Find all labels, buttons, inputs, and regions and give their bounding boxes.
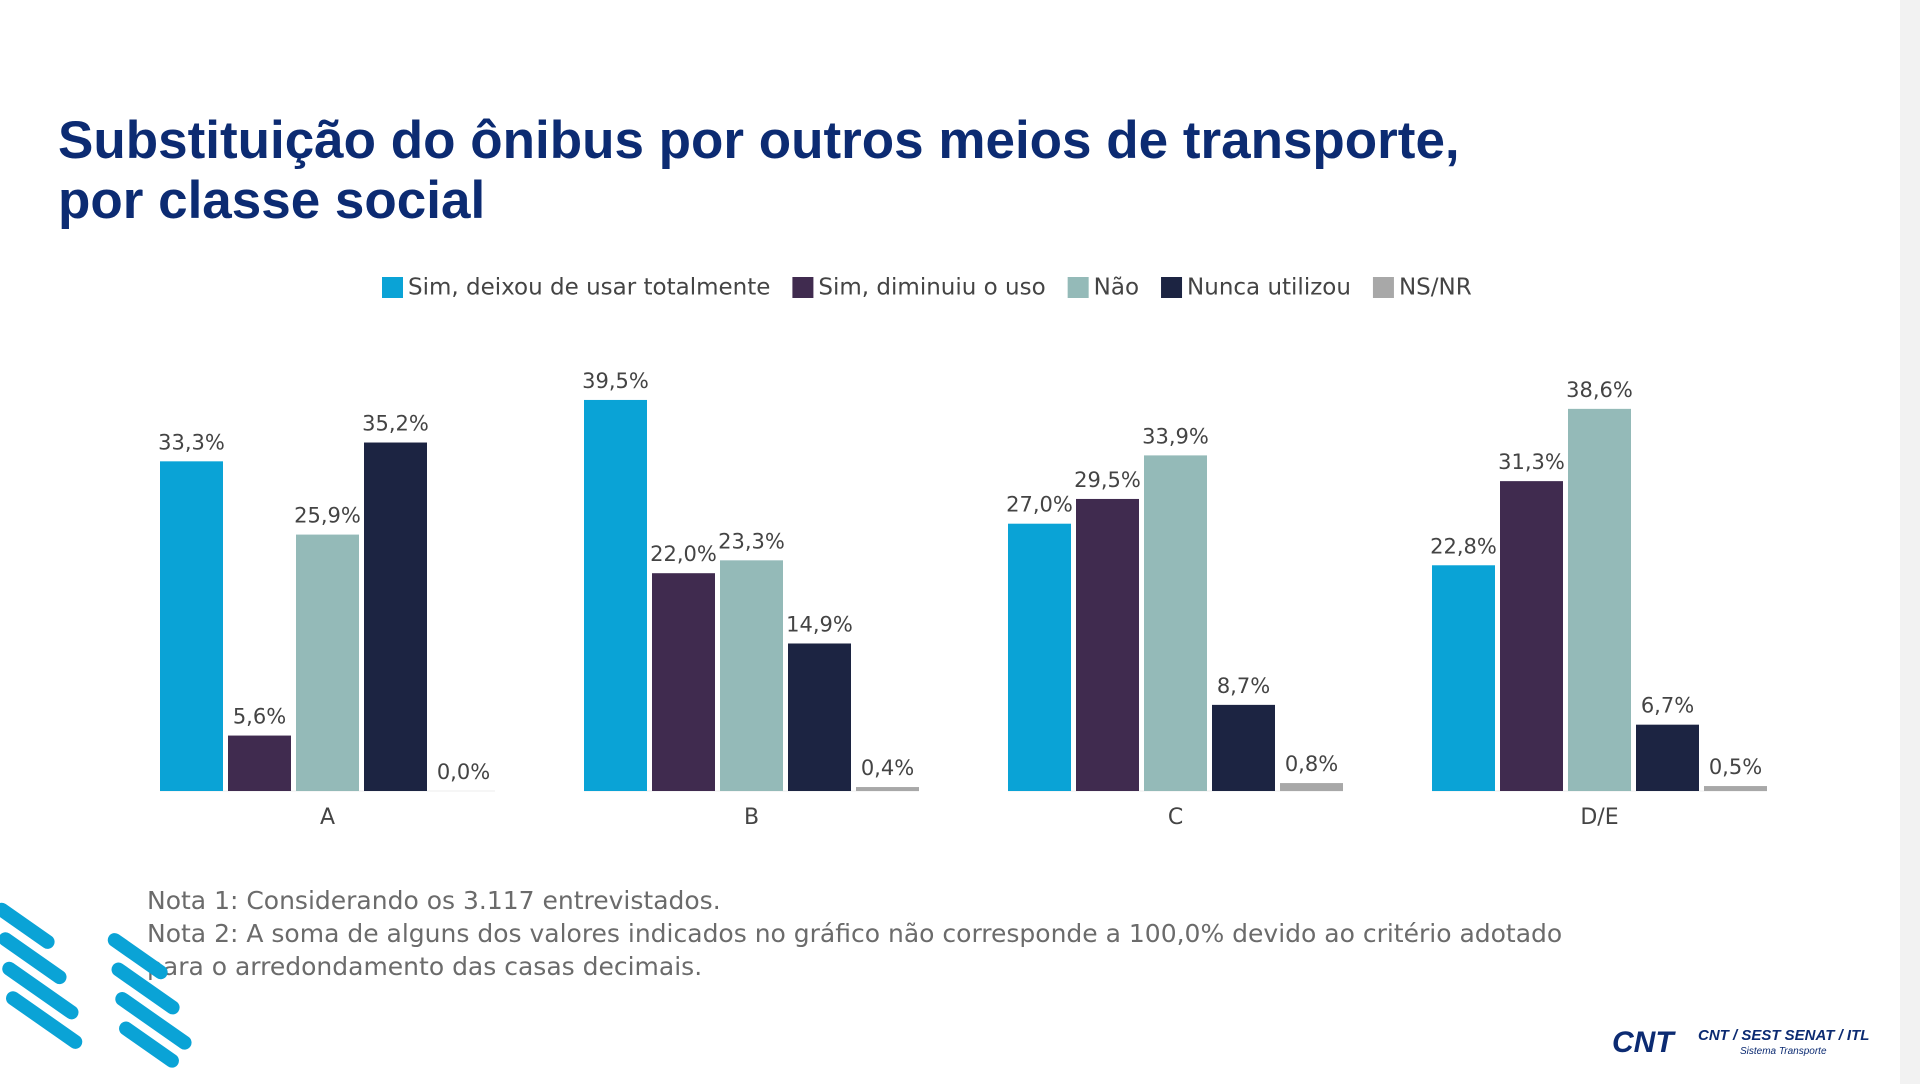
bar bbox=[296, 534, 359, 791]
value-label: 31,3% bbox=[1498, 450, 1565, 474]
edge bbox=[1900, 0, 1920, 1084]
note: Nota 2: A soma de alguns dos valores ind… bbox=[147, 919, 1562, 948]
value-label: 6,7% bbox=[1641, 694, 1694, 718]
legend-label: NS/NR bbox=[1399, 275, 1472, 301]
legend-swatch bbox=[1372, 277, 1394, 298]
decor bbox=[0, 902, 192, 1068]
value-label: 35,2% bbox=[362, 412, 429, 436]
value-label: 29,5% bbox=[1074, 468, 1141, 492]
value-label: 33,3% bbox=[158, 430, 225, 454]
legend-swatch bbox=[792, 277, 814, 298]
legend-label: Sim, deixou de usar totalmente bbox=[408, 275, 770, 301]
value-label: 0,4% bbox=[861, 756, 914, 780]
note: para o arredondamento das casas decimais… bbox=[147, 952, 702, 981]
bar bbox=[652, 573, 715, 791]
bar bbox=[1636, 724, 1699, 791]
bar bbox=[364, 442, 427, 791]
title-line: Substituição do ônibus por outros meios … bbox=[58, 111, 1460, 170]
x-tick-label: D/E bbox=[1580, 805, 1618, 830]
legend-label: Nunca utilizou bbox=[1187, 275, 1351, 301]
bar bbox=[1432, 565, 1495, 791]
value-label: 23,3% bbox=[718, 529, 785, 553]
legend-swatch bbox=[1161, 277, 1183, 298]
bar bbox=[856, 787, 919, 791]
legend-label: Sim, diminuiu o uso bbox=[818, 275, 1045, 301]
logo-tagline: Sistema Transporte bbox=[1740, 1046, 1827, 1057]
x-tick-label: B bbox=[744, 805, 759, 830]
bar bbox=[720, 560, 783, 791]
bar bbox=[1568, 408, 1631, 791]
bar bbox=[788, 643, 851, 791]
value-label: 22,0% bbox=[650, 542, 717, 566]
value-label: 33,9% bbox=[1142, 424, 1209, 448]
bar bbox=[1212, 704, 1275, 791]
value-label: 25,9% bbox=[294, 504, 361, 528]
bar bbox=[1008, 523, 1071, 791]
legend-swatch bbox=[382, 277, 403, 298]
bar bbox=[1280, 783, 1343, 791]
value-label: 5,6% bbox=[233, 705, 286, 729]
bar bbox=[1704, 786, 1767, 791]
bar bbox=[1500, 481, 1563, 791]
value-label: 27,0% bbox=[1006, 493, 1073, 517]
bar bbox=[1076, 498, 1139, 791]
value-label: 39,5% bbox=[582, 369, 649, 393]
note: Nota 1: Considerando os 3.117 entrevista… bbox=[147, 886, 721, 915]
x-tick-label: C bbox=[1168, 805, 1183, 830]
bar bbox=[228, 735, 291, 791]
logo-main: CNT bbox=[1612, 1026, 1676, 1059]
value-label: 0,0% bbox=[437, 760, 490, 784]
value-label: 22,8% bbox=[1430, 534, 1497, 558]
value-label: 8,7% bbox=[1217, 674, 1270, 698]
bar bbox=[1144, 455, 1207, 791]
legend-swatch bbox=[1067, 277, 1089, 298]
x-tick-label: A bbox=[320, 805, 335, 830]
title-line: por classe social bbox=[58, 171, 485, 230]
value-label: 14,9% bbox=[786, 612, 853, 636]
logo-secondary: CNT / SEST SENAT / ITL bbox=[1698, 1027, 1869, 1044]
bar bbox=[584, 399, 647, 791]
value-label: 0,8% bbox=[1285, 752, 1338, 776]
bar bbox=[160, 461, 223, 791]
legend-label: Não bbox=[1094, 275, 1139, 301]
value-label: 0,5% bbox=[1709, 755, 1762, 779]
value-label: 38,6% bbox=[1566, 378, 1633, 402]
